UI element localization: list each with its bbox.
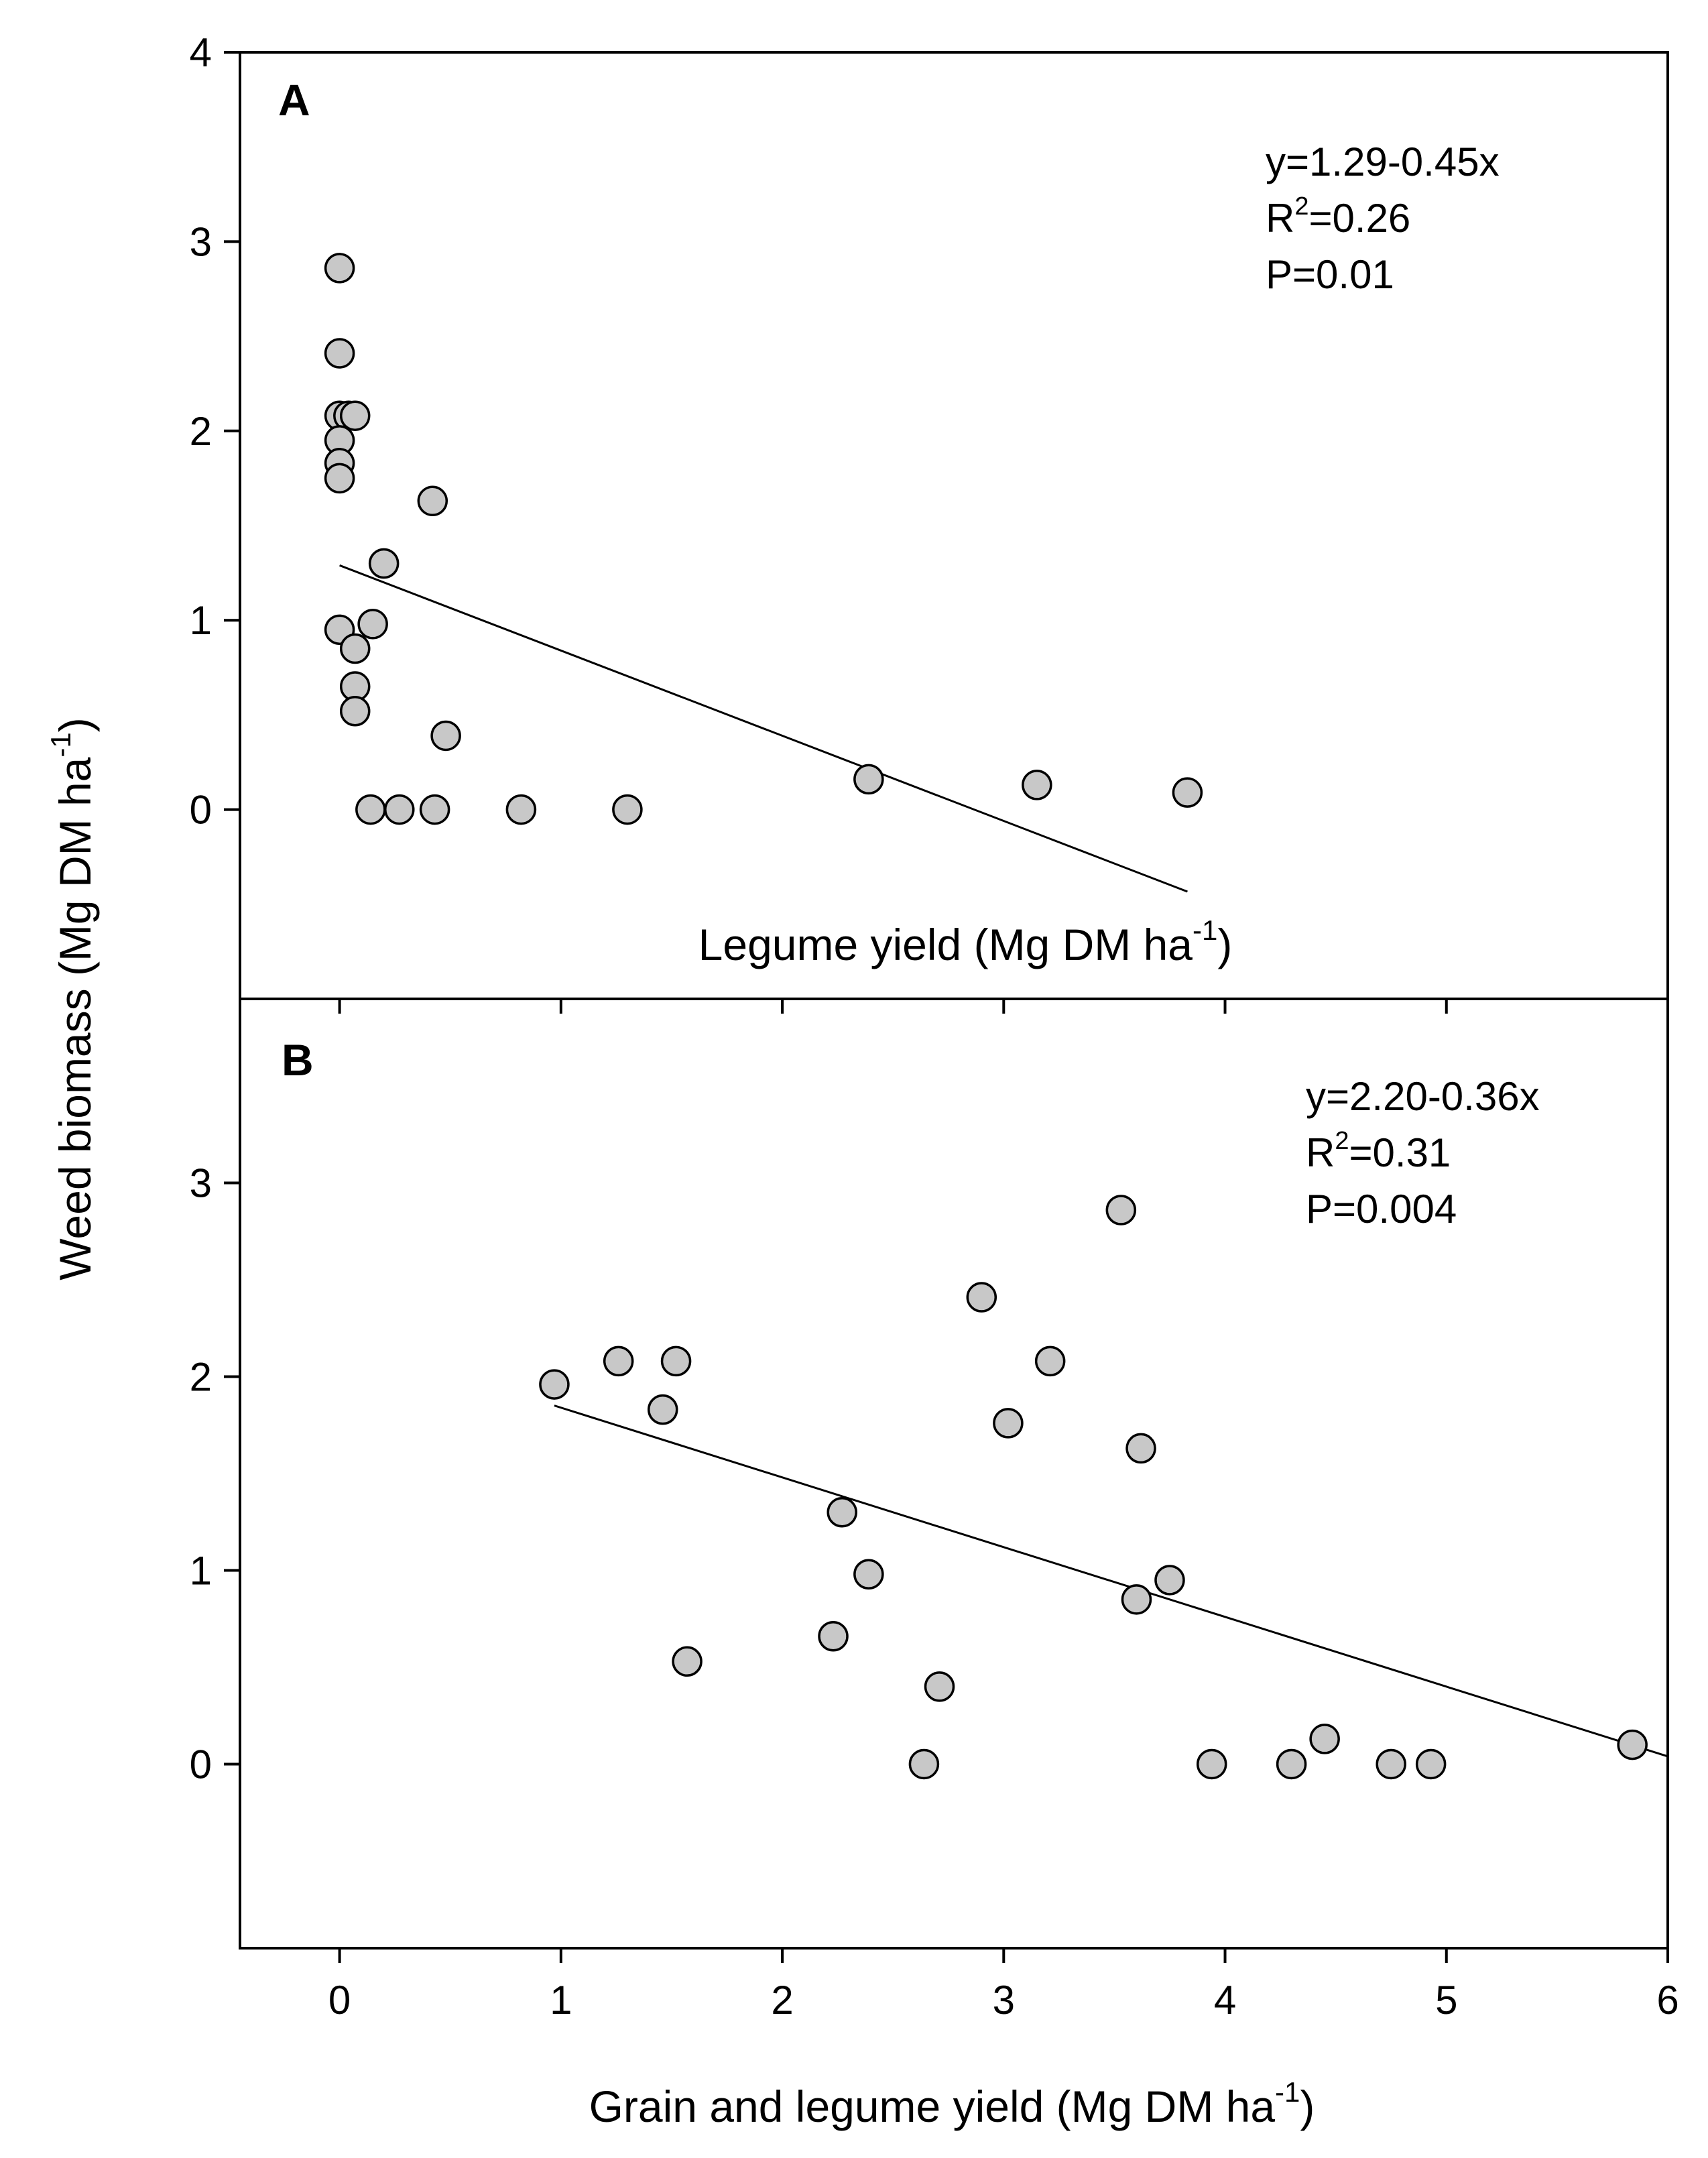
- panel-a-r2-prefix: R: [1266, 196, 1294, 241]
- scatter-point: [539, 1369, 570, 1400]
- y-tick-label: 2: [190, 409, 212, 454]
- scatter-point: [339, 400, 371, 431]
- scatter-point: [419, 794, 450, 825]
- scatter-point: [339, 696, 371, 727]
- panel-a-x-ticks: [338, 999, 1669, 1014]
- panel-a-x-axis-title: Legume yield (Mg DM ha-1): [698, 914, 1233, 969]
- x-tick-label: 0: [328, 1978, 351, 2023]
- x-title-end: ): [1300, 2082, 1315, 2131]
- scatter-point: [324, 338, 355, 369]
- scatter-point: [430, 720, 461, 752]
- panel-a-r2-sup: 2: [1294, 192, 1308, 221]
- x-title-sup: -1: [1275, 2076, 1300, 2108]
- scatter-point: [339, 633, 371, 664]
- scatter-point: [603, 1345, 634, 1377]
- scatter-point: [1196, 1748, 1227, 1780]
- panel-b-frame: [239, 998, 1669, 1950]
- panel-b-x-ticks: 0 1 2 3 4 5 6: [328, 1948, 1679, 2023]
- x-tick-label: 2: [771, 1978, 793, 2023]
- scatter-point: [966, 1282, 997, 1313]
- y-title-main: Weed biomass (Mg DM ha: [50, 757, 100, 1280]
- scatter-point: [368, 548, 400, 579]
- panel-a-r2-value: =0.26: [1308, 196, 1410, 241]
- panel-a-y-ticks: 0 1 2 3 4: [190, 30, 240, 833]
- panel-b-label: B: [282, 1035, 314, 1085]
- scatter-point: [1276, 1748, 1307, 1780]
- y-tick-label: 1: [190, 598, 212, 643]
- y-title-end: ): [50, 717, 100, 732]
- panel-b-points: [539, 1195, 1648, 1780]
- scatter-point: [355, 794, 386, 825]
- regression-line: [339, 564, 1188, 893]
- scatter-point: [672, 1646, 703, 1677]
- panel-a-p-value: P=0.01: [1266, 252, 1394, 297]
- panel-a-points: [324, 253, 1203, 825]
- y-title-sup: -1: [45, 732, 76, 757]
- panel-b-p-value: P=0.004: [1306, 1187, 1457, 1232]
- y-tick-label: 0: [190, 1742, 212, 1787]
- panel-b-r2-value: =0.31: [1349, 1130, 1451, 1175]
- y-tick-label: 3: [190, 1161, 212, 1206]
- x-title-main: Grain and legume yield (Mg DM ha: [589, 2082, 1276, 2131]
- x-tick-label: 3: [993, 1978, 1015, 2023]
- x-tick-label: 5: [1435, 1978, 1457, 2023]
- panel-b-r2: R2=0.31: [1306, 1127, 1451, 1175]
- panel-b-equation: y=2.20-0.36x: [1306, 1074, 1540, 1119]
- scatter-point: [853, 764, 884, 795]
- panel-b-r2-sup: 2: [1335, 1127, 1349, 1155]
- x-tick-label: 4: [1214, 1978, 1236, 2023]
- scatter-point: [612, 794, 643, 825]
- scatter-point: [384, 794, 415, 825]
- panel-a-frame: [239, 51, 1669, 1000]
- scatter-point: [1309, 1724, 1340, 1754]
- panel-a-regression: [339, 564, 1188, 893]
- scatter-point: [853, 1559, 884, 1590]
- scatter-point: [1022, 770, 1052, 800]
- scatter-point: [357, 609, 388, 640]
- panel-a-x-title-sup: -1: [1193, 914, 1217, 946]
- scatter-point: [1172, 777, 1203, 808]
- y-tick-label: 2: [190, 1355, 212, 1400]
- scatter-point: [1125, 1433, 1156, 1464]
- scatter-point: [417, 485, 448, 517]
- scatter-point: [1121, 1584, 1152, 1615]
- y-tick-label: 3: [190, 219, 212, 264]
- scatter-point: [505, 794, 537, 825]
- y-axis-title: Weed biomass (Mg DM ha-1): [45, 717, 100, 1280]
- x-axis-title: Grain and legume yield (Mg DM ha-1): [589, 2076, 1315, 2131]
- scatter-point: [1105, 1195, 1137, 1225]
- panel-b-regression: [554, 1404, 1668, 1758]
- scatter-point: [1034, 1345, 1066, 1377]
- panel-b-r2-prefix: R: [1306, 1130, 1335, 1175]
- y-tick-label: 4: [190, 30, 212, 75]
- x-tick-label: 1: [550, 1978, 572, 2023]
- panel-b-y-ticks: 0 1 2 3: [190, 1161, 240, 1787]
- panel-a-x-title-end: ): [1217, 920, 1232, 969]
- panel-a-x-title-main: Legume yield (Mg DM ha: [698, 920, 1193, 969]
- scatter-point: [1415, 1748, 1447, 1780]
- y-tick-label: 0: [190, 788, 212, 833]
- panel-a-equation: y=1.29-0.45x: [1266, 139, 1500, 184]
- scatter-point: [908, 1748, 940, 1780]
- x-tick-label: 6: [1656, 1978, 1679, 2023]
- scatter-point: [993, 1408, 1024, 1439]
- scatter-point: [660, 1345, 692, 1377]
- scatter-point: [324, 463, 355, 494]
- scatter-point: [1154, 1565, 1185, 1596]
- scatter-point: [827, 1497, 857, 1528]
- y-tick-label: 1: [190, 1548, 212, 1593]
- scatter-point: [1617, 1729, 1648, 1760]
- scatter-point: [924, 1671, 955, 1702]
- scatter-point: [1376, 1748, 1406, 1780]
- regression-line: [554, 1404, 1668, 1758]
- panel-a-r2: R2=0.26: [1266, 192, 1410, 241]
- scatter-point: [818, 1620, 849, 1652]
- panel-a-label: A: [278, 75, 310, 125]
- scatter-point: [647, 1394, 678, 1425]
- scatter-point: [324, 253, 355, 284]
